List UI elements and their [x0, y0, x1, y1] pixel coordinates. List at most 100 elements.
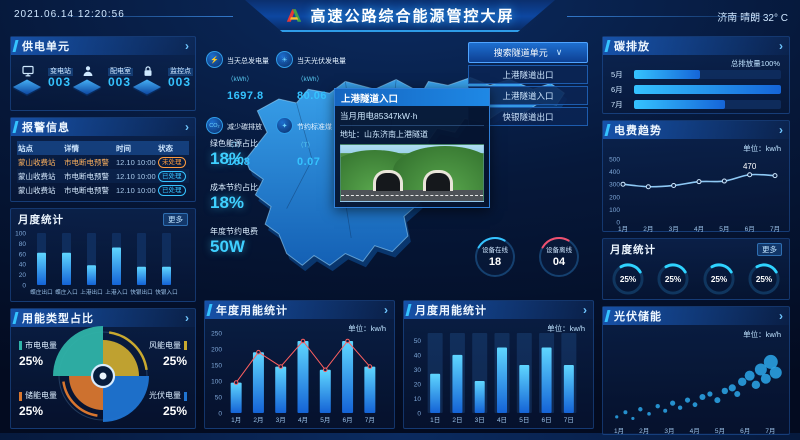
header-accent — [206, 304, 213, 316]
fee-trend-title: 电费趋势 — [614, 125, 662, 137]
monitor-icon — [12, 65, 43, 95]
svg-text:50: 50 — [414, 338, 422, 345]
svg-text:5日: 5日 — [519, 416, 529, 424]
solar-icon: ☀ — [276, 51, 293, 68]
kpi-item: ☀ 当天光伏发电量 （kWh） 80.06 — [276, 50, 346, 104]
annual-energy-panel: 年度用能统计 › 单位：kw/h 0 50 100 150 200 250 1月 2月 3月 4月… — [204, 300, 395, 429]
search-option[interactable]: 快银隧道出口 — [468, 107, 588, 126]
popup-title: 上港隧道入口 — [335, 89, 489, 106]
legend-item: 市电电量 25% — [19, 341, 57, 368]
ratio-item: 成本节约占比 18% — [210, 183, 258, 212]
svg-text:80: 80 — [19, 241, 27, 248]
col-status: 状态 — [158, 143, 173, 153]
search-option[interactable]: 上港隧道出口 — [468, 65, 588, 84]
co2-icon: CO₂ — [206, 117, 223, 134]
chevron-right-icon[interactable]: › — [185, 120, 189, 134]
svg-text:25%: 25% — [756, 275, 773, 284]
fee-trend-line-chart: 0 100 200 300 400 500 470 1月 2月 3月 4月 5月 6月 7月 — [603, 149, 789, 238]
carbon-bar-chart: 5月 6月 7月 — [603, 63, 789, 114]
svg-text:25%: 25% — [620, 275, 637, 284]
legend-item: 风能电量 25% — [149, 341, 187, 368]
pv-storage-panel: 光伏储能 › 单位：kw/h 1月 2月 3月 4月 5月 6月 7月 — [602, 306, 790, 435]
chevron-right-icon[interactable]: › — [779, 309, 783, 323]
power-units-panel: 供电单元 › 变电站 003 配电室 003 — [10, 36, 196, 111]
svg-text:1月: 1月 — [618, 225, 628, 233]
lock-icon — [132, 65, 163, 95]
header-accent — [604, 40, 611, 52]
svg-text:设备离线: 设备离线 — [546, 245, 573, 254]
power-unit-item[interactable]: 配电室 003 — [72, 65, 133, 95]
table-row[interactable]: 蒙山收费站 市电断电预警 12.10 10:00 已处理 — [17, 169, 189, 183]
search-select[interactable]: 搜索隧道单元 ∨ — [468, 42, 588, 63]
kpi-item: CO₂ 减少碳排放 （T） 16.8 — [206, 116, 274, 170]
power-units-header: 供电单元 › — [11, 37, 195, 55]
tunnel-search: 搜索隧道单元 ∨ 上港隧道出口 上港隧道入口 快银隧道出口 — [468, 42, 588, 126]
svg-text:5月: 5月 — [715, 427, 725, 435]
carbon-title: 碳排放 — [614, 41, 650, 53]
monthly-energy-bar-chart: 0 10 20 30 40 50 1日 2日 3日 4日 5日 6日 7日 — [404, 325, 593, 430]
svg-text:10: 10 — [414, 396, 422, 403]
legend-item: 储能电量 25% — [19, 391, 57, 418]
power-unit-item[interactable]: 监控点 003 — [132, 65, 193, 95]
col-time: 时间 — [116, 143, 131, 153]
power-unit-value: 003 — [168, 75, 192, 90]
kpi-item: ⚡ 当天总发电量 （kWh） 1697.8 — [206, 50, 274, 104]
svg-text:250: 250 — [211, 331, 222, 338]
popup-usage: 当月用电85347kW·h — [340, 110, 484, 126]
svg-text:20: 20 — [19, 272, 27, 279]
svg-text:2月: 2月 — [639, 427, 649, 435]
fee-trend-panel: 电费趋势 › 单位：kw/h 0 100 200 300 400 500 470 1月 2月 3月… — [602, 120, 790, 233]
svg-text:4月: 4月 — [690, 427, 700, 435]
bottom-charts-row: 年度用能统计 › 单位：kw/h 0 50 100 150 200 250 1月 2月 3月 4月… — [204, 300, 594, 429]
svg-text:7月: 7月 — [365, 416, 375, 424]
left-column: 供电单元 › 变电站 003 配电室 003 — [10, 36, 196, 429]
chevron-right-icon[interactable]: › — [583, 303, 587, 317]
carbon-bar-row: 6月 — [611, 82, 781, 97]
carbon-bar-row: 5月 — [611, 67, 781, 82]
unit-label: 单位：kw/h — [547, 324, 585, 333]
gauge-row: 25% 25% 25% 25% — [603, 257, 789, 300]
svg-text:6月: 6月 — [343, 416, 353, 424]
svg-text:3月: 3月 — [664, 427, 674, 435]
chevron-right-icon[interactable]: › — [384, 303, 388, 317]
power-unit-value: 003 — [108, 75, 132, 90]
svg-text:6日: 6日 — [542, 416, 552, 424]
unit-label: 单位：kw/h — [743, 330, 781, 339]
svg-text:4月: 4月 — [298, 416, 308, 424]
alarms-table-head: 站点 详情 时间 状态 — [17, 141, 189, 155]
power-unit-label: 监控点 — [168, 68, 193, 77]
header-accent — [405, 304, 412, 316]
svg-text:500: 500 — [609, 157, 620, 164]
header-accent — [12, 121, 19, 133]
chevron-right-icon[interactable]: › — [185, 39, 189, 53]
pv-storage-scatter-chart: 1月 2月 3月 4月 5月 6月 7月 — [603, 335, 789, 440]
weather-text: 济南 晴朗 32° C — [717, 13, 788, 24]
header: 2021.06.14 12:20:56 高速公路综合能源管控大屏 济南 晴朗 3… — [0, 0, 800, 34]
tunnel-photo — [340, 144, 484, 202]
chevron-right-icon[interactable]: › — [779, 39, 783, 53]
svg-text:470: 470 — [743, 162, 757, 171]
svg-text:3月: 3月 — [276, 416, 286, 424]
unit-label: 单位：kw/h — [348, 324, 386, 333]
table-row[interactable]: 蒙山收费站 市电断电预警 12.10 10:00 未处理 — [17, 155, 189, 169]
svg-text:上港出口: 上港出口 — [80, 288, 102, 296]
table-row[interactable]: 蒙山收费站 市电断电预警 12.10 10:00 已处理 — [17, 183, 189, 197]
lightning-icon: ⚡ — [206, 51, 223, 68]
chevron-right-icon[interactable]: › — [779, 123, 783, 137]
svg-text:7日: 7日 — [564, 416, 574, 424]
chevron-right-icon[interactable]: › — [185, 311, 189, 325]
svg-text:0: 0 — [22, 283, 26, 290]
app-logo-icon — [287, 8, 302, 22]
more-tag[interactable]: 更多 — [757, 243, 782, 256]
header-accent — [604, 310, 611, 322]
alarms-table: 站点 详情 时间 状态 蒙山收费站 市电断电预警 12.10 10:00 未处理… — [17, 141, 189, 197]
gauge: 25% — [612, 263, 644, 295]
more-tag[interactable]: 更多 — [163, 213, 188, 226]
energy-mix-title: 用能类型占比 — [22, 313, 94, 325]
svg-text:0: 0 — [616, 220, 620, 227]
right-column: 碳排放 › 总排放量100% 5月 6月 7月 电费趋势 › 单位：kw/h 0 10… — [602, 36, 790, 435]
power-unit-item[interactable]: 变电站 003 — [12, 65, 73, 95]
svg-text:2日: 2日 — [452, 416, 462, 424]
monthly-energy-title: 月度用能统计 — [415, 305, 487, 317]
monthly-stats-bar-chart: 0 20 40 60 80 100 蝶庄出口 蝶庄入口 上港出口 上港入口 快银出口 快银入口 — [11, 227, 195, 302]
